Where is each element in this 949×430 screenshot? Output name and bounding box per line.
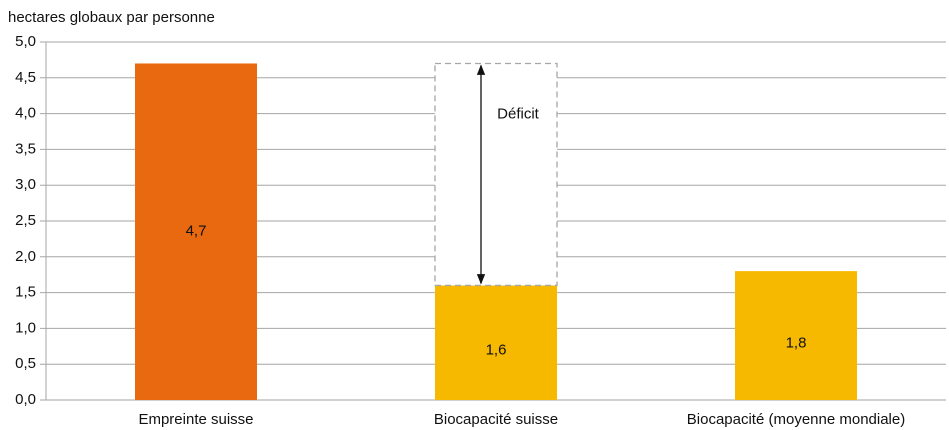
deficit-box	[434, 62, 558, 287]
y-tick-label: 3,0	[15, 176, 36, 193]
bar	[435, 285, 557, 400]
x-tick-label: Biocapacité (moyenne mondiale)	[687, 411, 905, 428]
y-tick-label: 2,5	[15, 212, 36, 229]
y-tick-label: 1,5	[15, 284, 36, 301]
y-tick-label: 0,0	[15, 391, 36, 408]
y-axis-label: hectares globaux par personne	[8, 9, 215, 26]
y-tick-label: 5,0	[15, 33, 36, 50]
deficit-label: Déficit	[497, 105, 540, 122]
y-tick-label: 3,5	[15, 140, 36, 157]
y-tick-label: 0,5	[15, 355, 36, 372]
bar	[735, 271, 857, 400]
x-tick-label: Biocapacité suisse	[434, 411, 558, 428]
value-label: 4,7	[186, 223, 207, 240]
bar	[135, 63, 257, 400]
y-tick-label: 1,0	[15, 319, 36, 336]
x-tick-label: Empreinte suisse	[138, 411, 253, 428]
y-tick-label: 2,0	[15, 248, 36, 265]
value-label: 1,6	[486, 342, 507, 359]
value-label: 1,8	[786, 335, 807, 352]
y-tick-label: 4,0	[15, 105, 36, 122]
y-tick-label: 4,5	[15, 69, 36, 86]
